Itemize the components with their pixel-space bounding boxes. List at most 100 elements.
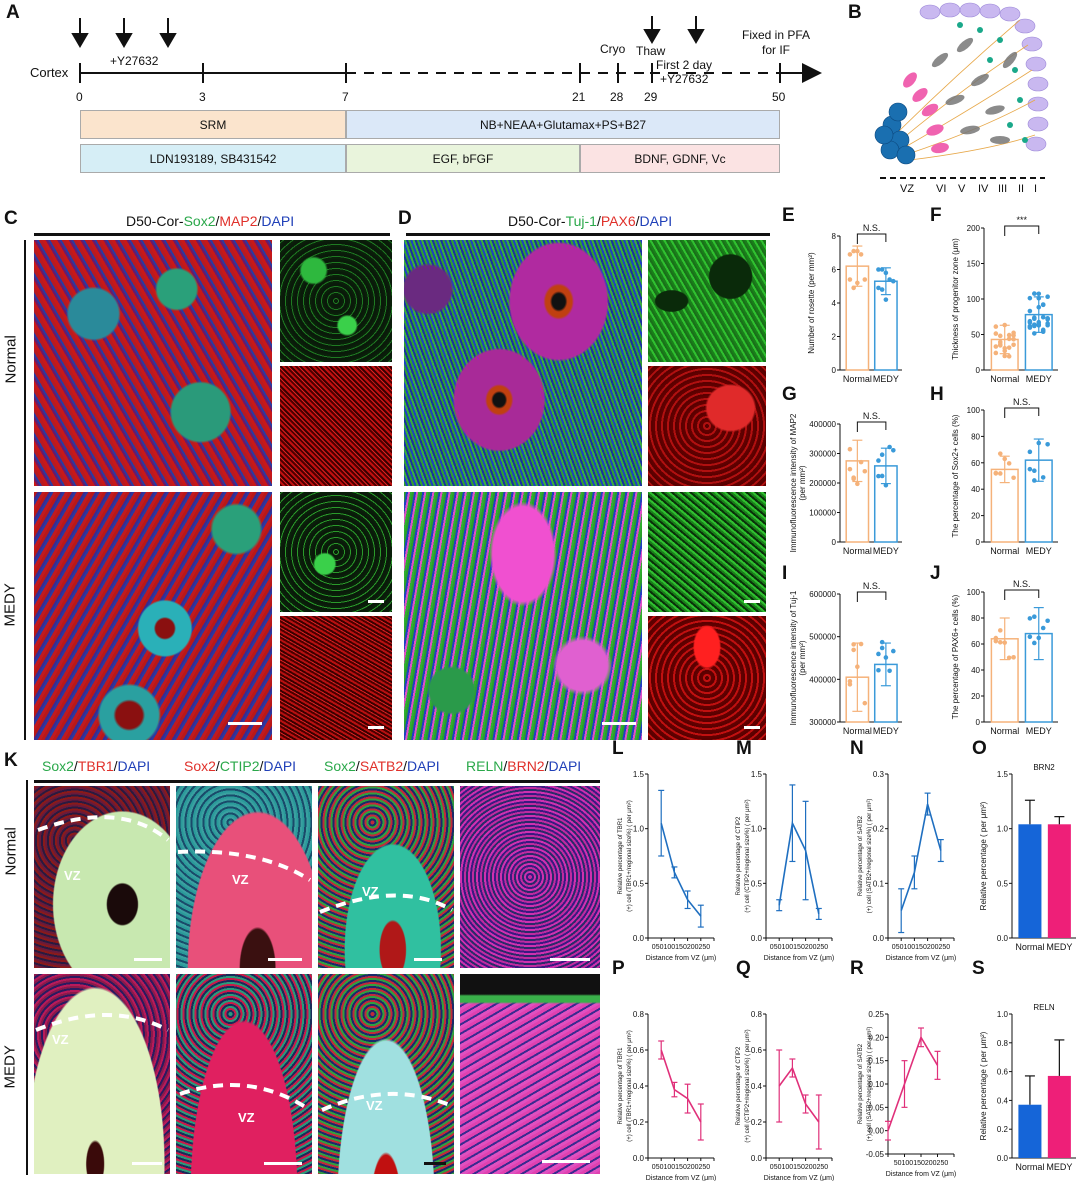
panel-label-p: P: [612, 958, 625, 979]
data-point: [997, 640, 1003, 645]
title-sep: /: [596, 213, 601, 229]
data-point: [1006, 332, 1012, 338]
y-axis-label: Immunofluorescence intensity of MAP2: [789, 413, 798, 552]
y-axis-label: Relative percentage of SATB2: [858, 1043, 864, 1124]
data-point: [1027, 308, 1033, 314]
y-tick-label: 60: [971, 459, 980, 468]
vz-label: VZ: [64, 868, 81, 883]
data-point: [1045, 321, 1050, 326]
y-tick-label: 100: [967, 295, 981, 304]
data-point: [1027, 295, 1033, 301]
micrograph-c-medy-red: [280, 616, 392, 740]
series-line: [778, 820, 820, 915]
category-label: MEDY: [873, 374, 899, 384]
y-tick-label: 500000: [809, 633, 836, 642]
data-point: [876, 285, 881, 291]
y27632-label: +Y27632: [110, 54, 159, 68]
x-axis-label: Distance from VZ (μm): [764, 1175, 835, 1181]
y-tick-label: 1.0: [997, 825, 1009, 834]
data-point: [862, 277, 868, 282]
micrograph-k-medy-2: [176, 974, 312, 1174]
data-point: [858, 459, 864, 465]
y-tick-label: 300000: [809, 450, 836, 459]
data-point: [855, 664, 860, 670]
bar: [1018, 824, 1042, 938]
panel-label-g: G: [782, 384, 797, 405]
significance-label: N.S.: [863, 581, 881, 591]
y-tick-label: 0.5: [633, 879, 645, 888]
cortex-layer-schematic: [874, 2, 1049, 179]
data-point: [883, 482, 889, 488]
y-tick-label: 0.0: [873, 934, 885, 943]
panel-d-title: D50-Cor-Tuj-1/PAX6/DAPI: [508, 213, 672, 229]
series-line: [660, 1049, 702, 1123]
y-tick-label: 0.0: [997, 1154, 1009, 1163]
y-tick-label: 0.5: [751, 879, 763, 888]
title-sox2: Sox2: [183, 213, 216, 229]
factor-bdnf: BDNF, GDNF, Vc: [580, 144, 780, 173]
tick-3: 3: [199, 90, 206, 104]
bar: [1047, 824, 1071, 938]
media-nb: NB+NEAA+Glutamax+PS+B27: [346, 110, 780, 139]
data-point: [883, 297, 889, 302]
y-tick-label: 0.4: [997, 1096, 1009, 1105]
data-point: [851, 642, 856, 647]
y-tick-label: 100: [967, 406, 981, 415]
x-axis-label: Distance from VZ (μm): [886, 955, 957, 962]
k-title-c: DAPI: [117, 758, 151, 774]
panel-c-title-rule: [34, 233, 390, 236]
x-tick-labels: 050100150200250: [770, 1164, 829, 1171]
y-tick-label: -0.05: [866, 1150, 885, 1159]
tick-28: 28: [610, 90, 624, 104]
y-tick-label: 50: [971, 331, 980, 340]
data-point: [876, 473, 881, 479]
y-tick-label: 0.6: [997, 1068, 1009, 1077]
y-tick-label: 0: [832, 366, 837, 375]
micrograph-c-normal-green: [280, 240, 392, 362]
micrograph-d-medy-red: [648, 616, 766, 740]
data-point: [879, 287, 885, 292]
data-point: [1036, 321, 1042, 327]
significance-label: N.S.: [1013, 397, 1031, 407]
data-point: [1040, 314, 1046, 320]
significance-bracket: [1004, 407, 1040, 418]
y-tick-label: 60: [971, 640, 980, 649]
data-point: [1027, 466, 1033, 472]
series-line: [900, 803, 942, 911]
y-tick-label: 300000: [809, 718, 836, 727]
k-title-rule: [34, 780, 600, 783]
tick-29: 29: [644, 90, 658, 104]
thaw-label: Thaw: [636, 44, 666, 58]
y-tick-label: 0.0: [633, 1154, 645, 1163]
y-tick-label: 0.15: [868, 1057, 884, 1066]
scale-bar: [264, 1162, 302, 1165]
title-dapi: DAPI: [639, 213, 673, 229]
scale-bar: [414, 958, 442, 961]
y-tick-label: 0.0: [751, 1154, 763, 1163]
category-label: MEDY: [1046, 1162, 1072, 1172]
micrograph-d-normal-red: [648, 366, 766, 486]
data-point: [847, 277, 853, 282]
y-tick-label: 0: [976, 538, 981, 547]
vz-label: VZ: [238, 1110, 255, 1125]
panel-label-i: I: [782, 563, 788, 584]
k-title-a: RELN: [466, 758, 504, 774]
title-sep: /: [215, 213, 220, 229]
series-line: [660, 822, 702, 917]
k-title-4: RELN/BRN2/DAPI: [466, 758, 581, 774]
cryo-label: Cryo: [600, 42, 626, 56]
first-2-day-label: First 2 day: [656, 58, 713, 72]
scale-bar: [550, 958, 590, 961]
k-title-b: TBR1: [77, 758, 114, 774]
panel-c-row-rule: [24, 240, 26, 740]
category-label: Normal: [1015, 942, 1044, 952]
y-tick-label: 0.2: [633, 1118, 645, 1127]
micrograph-k-medy-4: [460, 974, 600, 1174]
y-tick-label: 40: [971, 666, 980, 675]
x-tick-labels: 50100150200250: [894, 1160, 949, 1167]
timeline-diagram: [71, 16, 822, 83]
y-tick-label: 80: [971, 432, 980, 441]
significance-bracket: [1004, 589, 1040, 600]
scale-bar: [132, 1162, 162, 1165]
